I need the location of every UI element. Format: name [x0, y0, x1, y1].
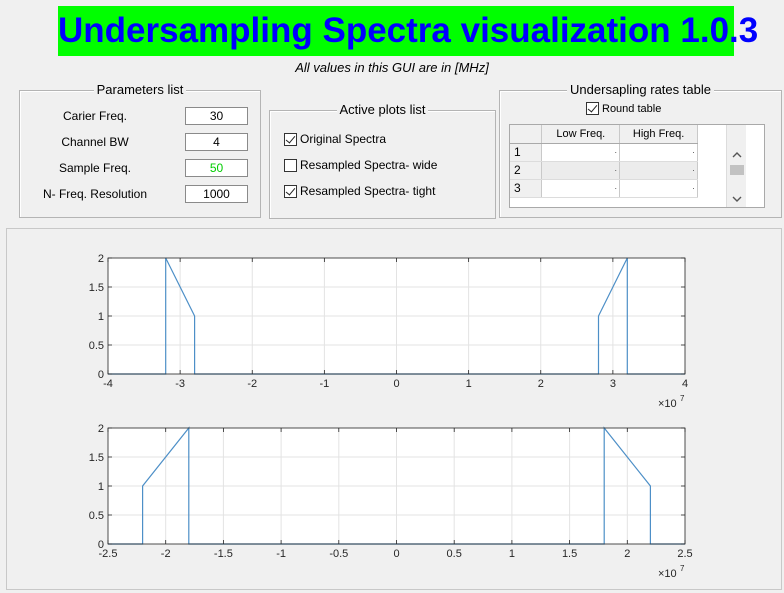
table-row[interactable]: 1 · ·: [510, 143, 698, 162]
x-tick-label: -1: [319, 378, 329, 390]
low-freq-cell[interactable]: ·: [541, 143, 621, 162]
column-header-high-freq[interactable]: High Freq.: [619, 125, 698, 144]
x-tick-label: -2.5: [99, 548, 118, 560]
x-tick-label: 1: [466, 378, 472, 390]
spectrum-plot-1: -4 -3 -2 -1 0 1 2 3 4 0 0.5 1 1.5 2 ×10 7: [89, 253, 688, 410]
x-tick-label: 2: [624, 548, 630, 560]
rates-table-panel-title: Undersapling rates table: [567, 82, 714, 97]
plots-panel: [6, 228, 782, 590]
channel-bw-label: Channel BW: [61, 135, 129, 149]
resampled-wide-option[interactable]: Resampled Spectra- wide: [284, 158, 437, 172]
carrier-freq-input[interactable]: 30: [185, 107, 248, 125]
y-tick-label: 0: [98, 539, 104, 551]
x-exponent-label: ×10: [658, 398, 677, 410]
units-note: All values in this GUI are in [MHz]: [295, 60, 489, 75]
row-header: 2: [510, 161, 543, 180]
y-tick-label: 0.5: [89, 510, 104, 522]
x-tick-label: 2.5: [677, 548, 692, 560]
x-tick-label: 2: [538, 378, 544, 390]
rates-table[interactable]: Low Freq. High Freq. 1 · · 2 · · 3 · ·: [509, 124, 765, 208]
round-table-label: Round table: [602, 102, 662, 115]
column-header-low-freq[interactable]: Low Freq.: [541, 125, 621, 144]
table-corner: [510, 125, 543, 144]
active-plots-panel: Active plots list: [269, 102, 496, 219]
resampled-tight-checkbox[interactable]: [284, 184, 297, 198]
sample-freq-input[interactable]: 50: [185, 159, 248, 177]
y-tick-label: 1: [98, 311, 104, 323]
x-exponent-value: 7: [680, 394, 685, 403]
x-tick-label: -2: [161, 548, 171, 560]
x-tick-label: 0.5: [447, 548, 462, 560]
resampled-tight-option[interactable]: Resampled Spectra- tight: [284, 184, 435, 198]
parameters-panel: Parameters list: [19, 82, 261, 218]
table-scrollbar[interactable]: [726, 125, 746, 207]
x-tick-label: -1.5: [214, 548, 233, 560]
x-tick-label: -1: [276, 548, 286, 560]
round-table-option[interactable]: Round table: [586, 102, 661, 115]
scrollbar-thumb[interactable]: [730, 165, 744, 175]
y-tick-label: 1.5: [89, 452, 104, 464]
low-freq-cell[interactable]: ·: [541, 161, 621, 180]
freq-resolution-label: N- Freq. Resolution: [42, 187, 148, 201]
original-spectra-checkbox[interactable]: [284, 132, 297, 146]
resampled-wide-checkbox[interactable]: [284, 158, 297, 172]
high-freq-cell[interactable]: ·: [619, 179, 698, 198]
x-tick-label: -0.5: [329, 548, 348, 560]
freq-resolution-input[interactable]: 1000: [185, 185, 248, 203]
chevron-up-icon[interactable]: [732, 151, 742, 159]
rates-table-panel: Undersapling rates table: [499, 82, 782, 218]
low-freq-cell[interactable]: ·: [541, 179, 621, 198]
row-header: 1: [510, 143, 543, 162]
resampled-tight-label: Resampled Spectra- tight: [300, 184, 436, 198]
parameters-panel-title: Parameters list: [93, 82, 187, 97]
original-spectra-label: Original Spectra: [300, 132, 387, 146]
y-tick-label: 0.5: [89, 340, 104, 352]
resampled-wide-label: Resampled Spectra- wide: [300, 158, 438, 172]
x-tick-label: 1.5: [562, 548, 577, 560]
high-freq-cell[interactable]: ·: [619, 143, 698, 162]
x-tick-label: -2: [247, 378, 257, 390]
active-plots-panel-title: Active plots list: [336, 102, 429, 117]
x-exponent-label: ×10: [658, 568, 677, 580]
y-tick-label: 1: [98, 481, 104, 493]
table-row[interactable]: 3 · ·: [510, 179, 698, 198]
y-tick-label: 2: [98, 423, 104, 435]
x-tick-label: 1: [509, 548, 515, 560]
app-title: Undersampling Spectra visualization 1.0.…: [58, 6, 758, 56]
y-tick-label: 1.5: [89, 282, 104, 294]
sample-freq-label: Sample Freq.: [58, 161, 132, 175]
original-spectra-option[interactable]: Original Spectra: [284, 132, 386, 146]
carrier-freq-label: Carier Freq.: [62, 109, 127, 123]
row-header: 3: [510, 179, 543, 198]
x-tick-label: -3: [175, 378, 185, 390]
x-tick-label: 0: [393, 378, 399, 390]
table-row[interactable]: 2 · ·: [510, 161, 698, 180]
x-tick-label: 0: [393, 548, 399, 560]
x-tick-label: 4: [682, 378, 688, 390]
round-table-checkbox[interactable]: [586, 102, 599, 115]
x-tick-label: 3: [610, 378, 616, 390]
chevron-down-icon[interactable]: [732, 195, 742, 203]
y-tick-label: 2: [98, 253, 104, 265]
x-tick-label: -4: [103, 378, 113, 390]
x-exponent-value: 7: [680, 564, 685, 573]
channel-bw-input[interactable]: 4: [185, 133, 248, 151]
high-freq-cell[interactable]: ·: [619, 161, 698, 180]
y-tick-label: 0: [98, 369, 104, 381]
spectrum-plot-2: -2.5 -2 -1.5 -1 -0.5 0 0.5 1 1.5 2 2.5 0 0.5 1 1.5 2 ×10…: [89, 423, 693, 580]
